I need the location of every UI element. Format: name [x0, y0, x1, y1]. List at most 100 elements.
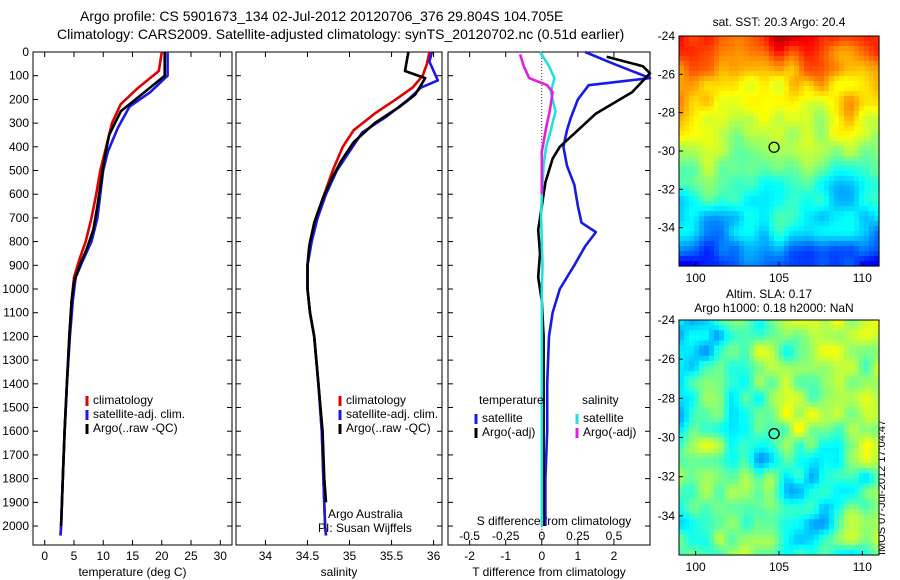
- heatmap-cell: [684, 427, 690, 433]
- heatmap-cell: [689, 261, 695, 267]
- heatmap-cell: [704, 478, 710, 485]
- heatmap-cell: [709, 529, 715, 536]
- heatmap-cell: [829, 468, 835, 474]
- heatmap-cell: [744, 396, 750, 403]
- heatmap-cell: [834, 56, 840, 62]
- heatmap-cell: [714, 427, 720, 433]
- heatmap-cell: [734, 473, 740, 479]
- heatmap-cell: [784, 36, 790, 42]
- heatmap-cell: [684, 126, 690, 132]
- heatmap-cell: [794, 463, 800, 469]
- heatmap-cell: [869, 483, 875, 490]
- heatmap-cell: [779, 325, 785, 331]
- heatmap-cell: [799, 161, 805, 167]
- heatmap-cell: [869, 51, 875, 57]
- heatmap-cell: [869, 437, 875, 444]
- heatmap-cell: [704, 340, 710, 347]
- heatmap-cell: [864, 141, 870, 147]
- heatmap-cell: [684, 171, 690, 177]
- heatmap-cell: [844, 156, 850, 162]
- x-tick-label: 1: [575, 549, 582, 563]
- heatmap-cell: [789, 66, 795, 72]
- heatmap-cell: [804, 196, 810, 202]
- heatmap-cell: [704, 437, 710, 444]
- heatmap-cell: [824, 432, 830, 439]
- heatmap-cell: [734, 452, 740, 459]
- heatmap-cell: [714, 488, 720, 495]
- heatmap-cell: [699, 56, 705, 62]
- heatmap-cell: [759, 71, 765, 77]
- heatmap-cell: [799, 488, 805, 495]
- heatmap-cell: [809, 111, 815, 117]
- heatmap-cell: [804, 396, 810, 403]
- heatmap-cell: [849, 478, 855, 485]
- heatmap-cell: [834, 498, 840, 505]
- heatmap-cell: [714, 350, 720, 357]
- heatmap-cell: [704, 56, 710, 62]
- heatmap-cell: [834, 391, 840, 398]
- heatmap-cell: [704, 76, 710, 82]
- heatmap-cell: [854, 61, 860, 67]
- heatmap-cell: [699, 116, 705, 122]
- heatmap-cell: [824, 131, 830, 137]
- heatmap-cell: [694, 447, 700, 454]
- heatmap-cell: [739, 56, 745, 62]
- heatmap-cell: [729, 376, 735, 382]
- heatmap-cell: [774, 56, 780, 62]
- heatmap-cell: [749, 161, 755, 167]
- heatmap-cell: [814, 417, 820, 423]
- heatmap-cell: [739, 478, 745, 485]
- heatmap-cell: [809, 161, 815, 167]
- heatmap-cell: [834, 340, 840, 347]
- heatmap-cell: [784, 447, 790, 454]
- heatmap-cell: [729, 71, 735, 77]
- heatmap-cell: [844, 96, 850, 102]
- heatmap-cell: [854, 320, 860, 326]
- heatmap-cell: [779, 46, 785, 52]
- heatmap-cell: [774, 463, 780, 469]
- heatmap-cell: [719, 376, 725, 382]
- heatmap-cell: [744, 381, 750, 388]
- heatmap-cell: [729, 396, 735, 403]
- heatmap-cell: [869, 111, 875, 117]
- heatmap-cell: [834, 46, 840, 52]
- heatmap-cell: [734, 463, 740, 469]
- heatmap-cell: [699, 46, 705, 52]
- heatmap-cell: [754, 524, 760, 531]
- heatmap-cell: [869, 524, 875, 531]
- heatmap-cell: [864, 478, 870, 485]
- heatmap-cell: [779, 350, 785, 357]
- heatmap-cell: [759, 376, 765, 382]
- heatmap-cell: [759, 432, 765, 439]
- heatmap-cell: [789, 261, 795, 267]
- heatmap-cell: [764, 488, 770, 495]
- heatmap-cell: [799, 340, 805, 347]
- heatmap-cell: [789, 391, 795, 398]
- heatmap-cell: [744, 478, 750, 485]
- heatmap-cell: [749, 156, 755, 162]
- heatmap-cell: [764, 36, 770, 42]
- heatmap-cell: [694, 483, 700, 490]
- heatmap-cell: [719, 156, 725, 162]
- heatmap-cell: [869, 246, 875, 252]
- heatmap-cell: [874, 126, 880, 132]
- heatmap-cell: [844, 401, 850, 408]
- heatmap-cell: [864, 468, 870, 474]
- heatmap-cell: [709, 457, 715, 464]
- heatmap-cell: [714, 320, 720, 326]
- heatmap-cell: [789, 256, 795, 262]
- heatmap-cell: [769, 519, 775, 525]
- heatmap-cell: [719, 447, 725, 454]
- heatmap-cell: [719, 96, 725, 102]
- heatmap-cell: [839, 391, 845, 398]
- heatmap-cell: [689, 56, 695, 62]
- heatmap-cell: [784, 111, 790, 117]
- heatmap-cell: [794, 376, 800, 382]
- heatmap-cell: [834, 549, 840, 556]
- heatmap-cell: [694, 335, 700, 342]
- heatmap-cell: [754, 241, 760, 247]
- heatmap-cell: [799, 106, 805, 112]
- heatmap-cell: [829, 181, 835, 187]
- heatmap-cell: [699, 503, 705, 510]
- map-x-tick-label: 100: [686, 560, 706, 574]
